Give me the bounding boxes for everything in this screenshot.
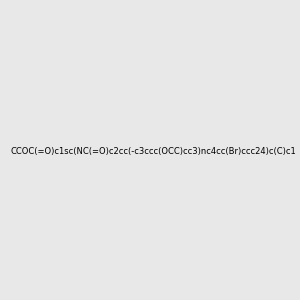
Text: CCOC(=O)c1sc(NC(=O)c2cc(-c3ccc(OCC)cc3)nc4cc(Br)ccc24)c(C)c1: CCOC(=O)c1sc(NC(=O)c2cc(-c3ccc(OCC)cc3)n…: [11, 147, 297, 156]
